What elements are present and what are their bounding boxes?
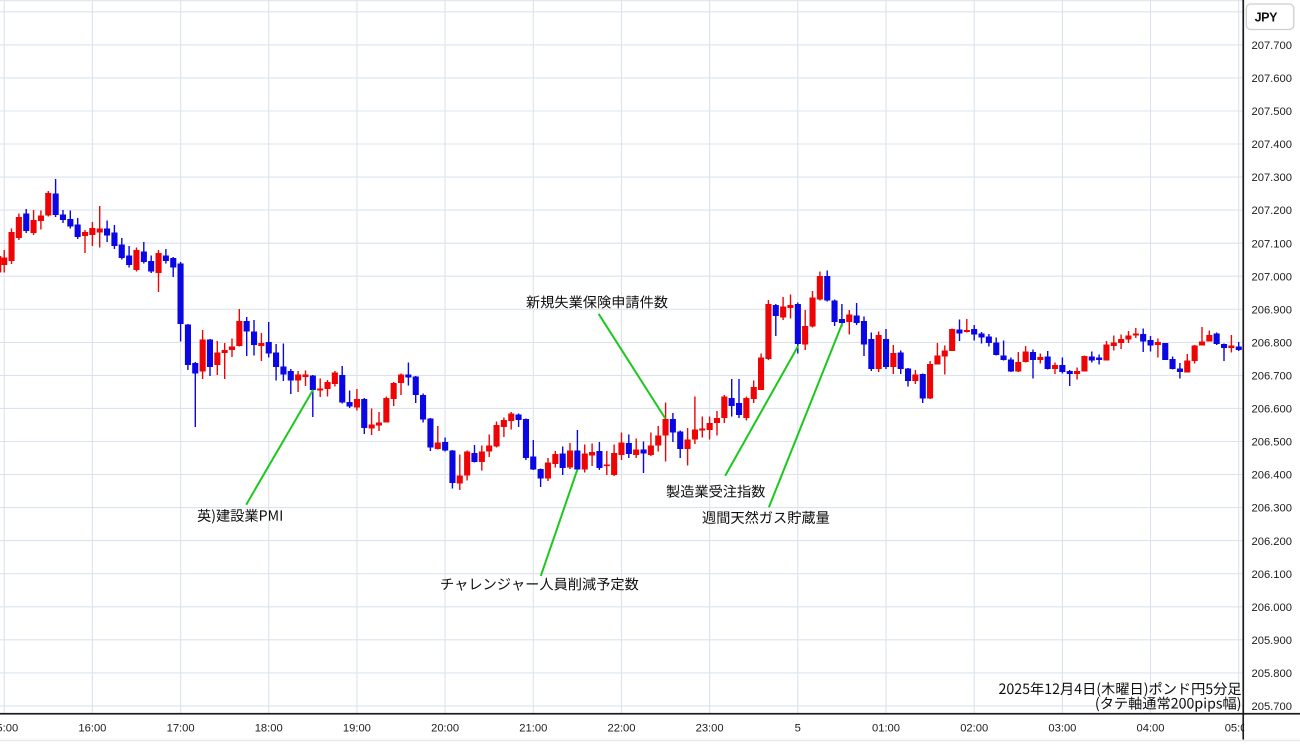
svg-text:206.100: 206.100 xyxy=(1252,569,1292,581)
svg-text:22:00: 22:00 xyxy=(608,723,636,735)
svg-text:20:00: 20:00 xyxy=(431,723,459,735)
svg-text:206.200: 206.200 xyxy=(1252,536,1292,548)
svg-text:206.000: 206.000 xyxy=(1252,602,1292,614)
svg-text:02:00: 02:00 xyxy=(960,723,988,735)
svg-text:206.600: 206.600 xyxy=(1252,404,1292,416)
svg-text:207.300: 207.300 xyxy=(1252,172,1292,184)
svg-text:206.500: 206.500 xyxy=(1252,437,1292,449)
svg-text:205.800: 205.800 xyxy=(1252,668,1292,680)
svg-text:205.700: 205.700 xyxy=(1252,701,1292,713)
svg-text:19:00: 19:00 xyxy=(343,723,371,735)
svg-text:207.500: 207.500 xyxy=(1252,106,1292,118)
svg-text:206.400: 206.400 xyxy=(1252,470,1292,482)
svg-text:206.800: 206.800 xyxy=(1252,338,1292,350)
svg-text:5: 5 xyxy=(795,723,801,735)
svg-text:206.700: 206.700 xyxy=(1252,371,1292,383)
svg-text:207.700: 207.700 xyxy=(1252,40,1292,52)
svg-text:03:00: 03:00 xyxy=(1048,723,1076,735)
svg-text:15:00: 15:00 xyxy=(0,723,18,735)
svg-text:JPY: JPY xyxy=(1255,10,1278,24)
svg-text:207.100: 207.100 xyxy=(1252,238,1292,250)
svg-text:207.000: 207.000 xyxy=(1252,271,1292,283)
svg-text:206.300: 206.300 xyxy=(1252,503,1292,515)
svg-text:21:00: 21:00 xyxy=(519,723,547,735)
svg-text:17:00: 17:00 xyxy=(167,723,195,735)
svg-text:04:00: 04:00 xyxy=(1137,723,1165,735)
svg-text:23:00: 23:00 xyxy=(696,723,724,735)
svg-text:207.200: 207.200 xyxy=(1252,205,1292,217)
svg-text:206.900: 206.900 xyxy=(1252,304,1292,316)
svg-text:207.400: 207.400 xyxy=(1252,139,1292,151)
svg-text:207.600: 207.600 xyxy=(1252,73,1292,85)
svg-text:16:00: 16:00 xyxy=(78,723,106,735)
svg-text:01:00: 01:00 xyxy=(872,723,900,735)
svg-text:205.900: 205.900 xyxy=(1252,635,1292,647)
svg-text:18:00: 18:00 xyxy=(255,723,283,735)
